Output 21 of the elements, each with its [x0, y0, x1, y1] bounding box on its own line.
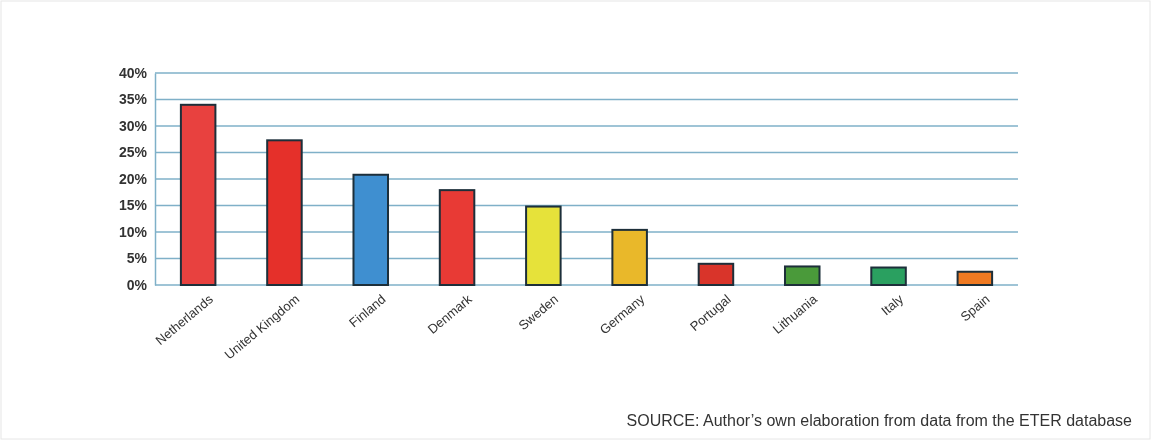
bar [438, 189, 476, 286]
bar [611, 228, 648, 286]
y-tick-label: 15% [118, 197, 148, 214]
y-tick-label: 35% [118, 91, 148, 108]
y-tick-label: 40% [118, 64, 148, 81]
y-tick-label: 25% [118, 144, 148, 161]
bar [783, 265, 821, 286]
y-tick-label: 30% [118, 117, 148, 134]
bar [525, 205, 562, 286]
bar [697, 262, 735, 286]
x-tick-label: Italy [878, 291, 907, 319]
y-tick-label: 0% [126, 276, 148, 293]
bar [179, 103, 217, 286]
bar [870, 266, 907, 286]
bar [266, 139, 303, 286]
y-tick-label: 20% [118, 170, 148, 187]
y-tick-label: 5% [126, 250, 148, 267]
source-note: SOURCE: Author’s own elaboration from data from the ETER database [626, 412, 1133, 429]
bar [956, 270, 994, 286]
y-tick-label: 10% [118, 223, 148, 240]
bar [352, 173, 390, 286]
